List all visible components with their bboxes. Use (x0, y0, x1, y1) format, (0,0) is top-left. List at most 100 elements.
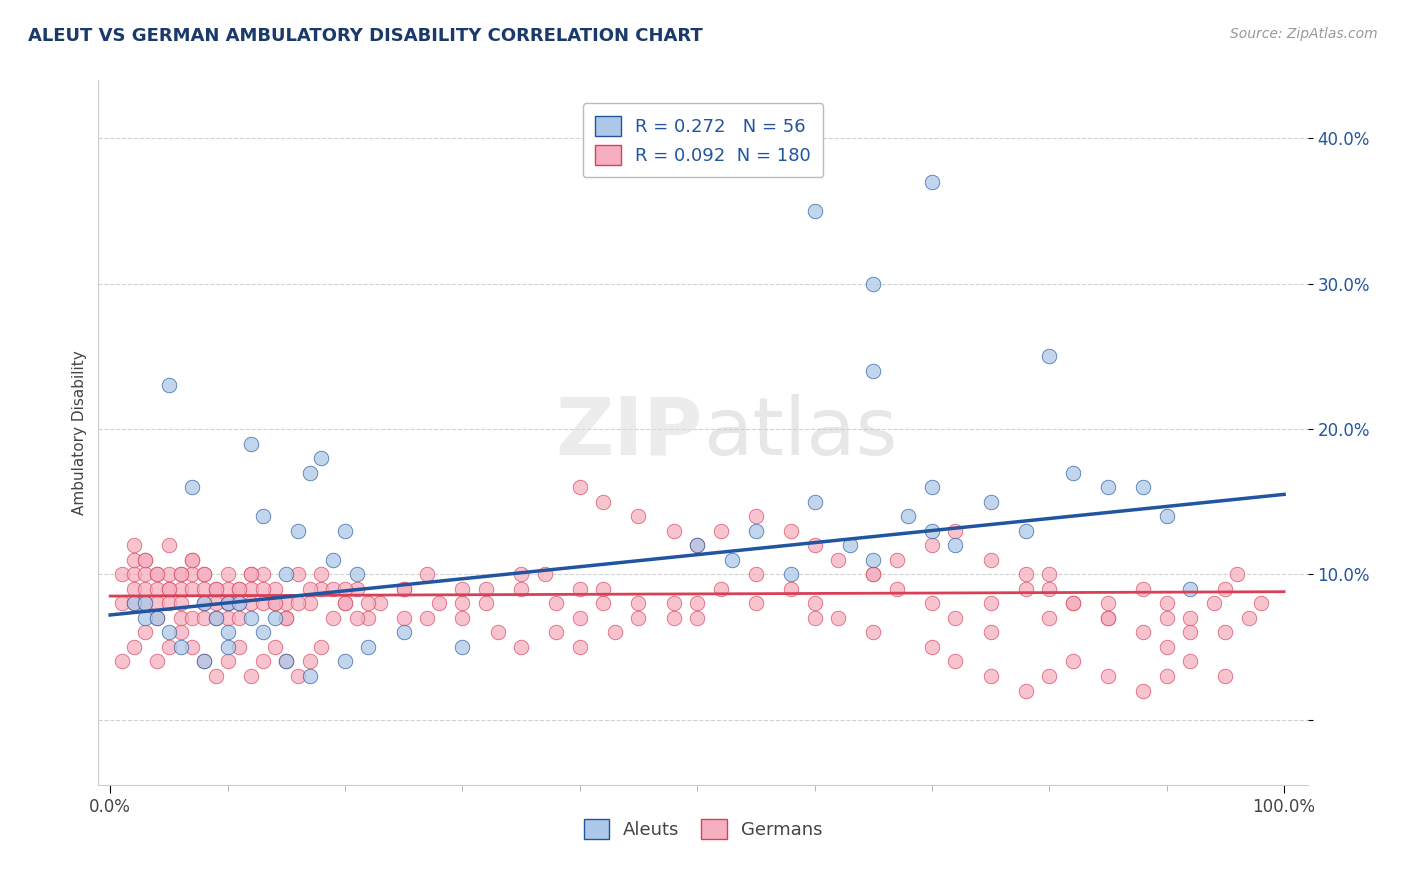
Point (568, 640, 591, 654)
Point (252, 567, 274, 582)
Point (686, 611, 709, 625)
Point (122, 596, 145, 610)
Point (1015, 524, 1038, 538)
Point (862, 567, 884, 582)
Point (780, 524, 803, 538)
Point (193, 655, 215, 669)
Point (322, 611, 344, 625)
Point (1226, 567, 1249, 582)
Point (333, 582, 356, 596)
Point (263, 596, 285, 610)
Point (862, 277, 884, 291)
Point (980, 494, 1002, 508)
Point (1180, 582, 1202, 596)
Point (146, 611, 169, 625)
Point (1062, 596, 1084, 610)
Point (945, 655, 967, 669)
Point (392, 582, 415, 596)
Point (134, 553, 156, 567)
Point (193, 567, 215, 582)
Point (157, 625, 180, 640)
Point (146, 596, 169, 610)
Point (122, 567, 145, 582)
Point (157, 582, 180, 596)
Point (298, 596, 321, 610)
Point (287, 669, 309, 683)
Point (217, 596, 239, 610)
Point (921, 538, 943, 552)
Point (510, 567, 533, 582)
Point (510, 640, 533, 654)
Point (838, 538, 860, 552)
Point (662, 596, 685, 610)
Text: ZIP: ZIP (555, 393, 703, 472)
Point (311, 451, 333, 466)
Point (240, 567, 263, 582)
Point (416, 567, 439, 582)
Y-axis label: Ambulatory Disability: Ambulatory Disability (72, 351, 87, 515)
Point (193, 582, 215, 596)
Point (1156, 611, 1178, 625)
Point (368, 596, 391, 610)
Point (322, 582, 344, 596)
Point (546, 625, 568, 640)
Point (1132, 582, 1154, 596)
Point (357, 640, 380, 654)
Point (745, 524, 768, 538)
Point (146, 567, 169, 582)
Point (1237, 611, 1260, 625)
Point (134, 582, 156, 596)
Point (980, 596, 1002, 610)
Point (217, 655, 239, 669)
Point (416, 611, 439, 625)
Point (803, 611, 825, 625)
Point (862, 625, 884, 640)
Point (263, 640, 285, 654)
Point (475, 582, 498, 596)
Point (134, 596, 156, 610)
Point (193, 611, 215, 625)
Point (627, 596, 650, 610)
Point (298, 669, 321, 683)
Point (333, 596, 356, 610)
Text: atlas: atlas (703, 393, 897, 472)
Point (803, 494, 825, 508)
Point (169, 567, 191, 582)
Point (181, 640, 204, 654)
Point (157, 567, 180, 582)
Point (1015, 683, 1038, 698)
Point (451, 640, 474, 654)
Point (217, 567, 239, 582)
Point (204, 596, 226, 610)
Point (1038, 582, 1060, 596)
Point (311, 640, 333, 654)
Point (193, 655, 215, 669)
Point (1038, 567, 1060, 582)
Point (276, 611, 298, 625)
Point (686, 596, 709, 610)
Point (146, 655, 169, 669)
Point (157, 378, 180, 392)
Point (134, 553, 156, 567)
Point (146, 611, 169, 625)
Point (862, 567, 884, 582)
Point (1180, 625, 1202, 640)
Point (780, 567, 803, 582)
Point (921, 640, 943, 654)
Point (592, 582, 614, 596)
Point (181, 582, 204, 596)
Point (298, 582, 321, 596)
Point (333, 596, 356, 610)
Point (427, 596, 450, 610)
Point (486, 625, 509, 640)
Point (169, 596, 191, 610)
Point (886, 553, 908, 567)
Point (252, 655, 274, 669)
Point (921, 596, 943, 610)
Point (217, 596, 239, 610)
Point (710, 582, 733, 596)
Point (897, 509, 920, 524)
Point (240, 596, 263, 610)
Point (346, 567, 368, 582)
Point (276, 611, 298, 625)
